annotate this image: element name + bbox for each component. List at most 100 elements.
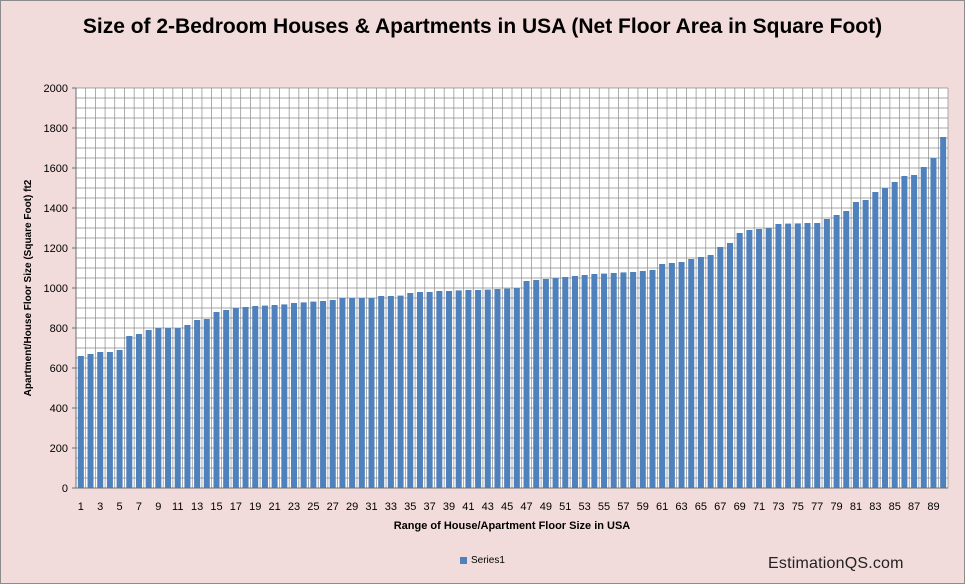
x-tick-label: 47: [520, 501, 532, 513]
bar: [135, 334, 142, 488]
x-tick-label: 85: [889, 501, 901, 513]
x-tick-label: 49: [540, 501, 552, 513]
chart-title: Size of 2-Bedroom Houses & Apartments in…: [82, 15, 883, 38]
bar: [882, 188, 889, 488]
bar: [717, 247, 724, 488]
x-tick-label: 35: [404, 501, 416, 513]
bar: [349, 298, 356, 488]
bar: [785, 223, 792, 488]
bar: [562, 277, 569, 488]
bar: [930, 158, 937, 488]
bar: [87, 354, 94, 488]
legend: Series1: [460, 555, 505, 566]
x-tick-label: 31: [365, 501, 377, 513]
bar: [533, 280, 540, 488]
y-tick-label: 1800: [44, 123, 68, 135]
bar: [155, 328, 162, 488]
bar: [475, 290, 482, 488]
bar: [668, 263, 675, 488]
bar: [213, 312, 220, 488]
bar: [378, 296, 385, 488]
bar: [426, 292, 433, 488]
bar: [184, 325, 191, 488]
bar: [300, 302, 307, 488]
x-tick-label: 43: [482, 501, 494, 513]
x-tick-label: 71: [753, 501, 765, 513]
y-tick-label: 200: [50, 443, 68, 455]
x-tick-label: 81: [850, 501, 862, 513]
bar: [911, 175, 918, 488]
bar: [310, 301, 317, 488]
bar: [261, 305, 268, 488]
x-tick-label: 33: [385, 501, 397, 513]
x-tick-label: 63: [675, 501, 687, 513]
x-tick-label: 57: [617, 501, 629, 513]
bar: [513, 288, 520, 488]
bar: [775, 224, 782, 488]
bar: [116, 350, 123, 488]
bar: [387, 296, 394, 488]
bar: [339, 298, 346, 488]
bar: [446, 291, 453, 488]
y-tick-label: 1400: [44, 203, 68, 215]
bar: [765, 228, 772, 488]
y-tick-label: 1000: [44, 283, 68, 295]
bar: [746, 230, 753, 488]
bar: [484, 289, 491, 488]
bar: [126, 336, 133, 488]
y-tick-label: 0: [62, 483, 68, 495]
bar: [145, 330, 152, 488]
x-tick-label: 89: [927, 501, 939, 513]
legend-label: Series1: [471, 555, 505, 566]
y-tick-label: 800: [50, 323, 68, 335]
watermark: EstimationQS.com: [768, 555, 904, 572]
y-tick-label: 600: [50, 363, 68, 375]
y-tick-label: 400: [50, 403, 68, 415]
legend-swatch: [460, 557, 467, 564]
bar: [814, 223, 821, 488]
bar: [552, 278, 559, 488]
x-tick-label: 55: [598, 501, 610, 513]
x-tick-label: 73: [772, 501, 784, 513]
y-tick-label: 2000: [44, 83, 68, 95]
bar: [940, 137, 947, 488]
x-tick-label: 9: [155, 501, 161, 513]
bar: [843, 211, 850, 488]
bar: [203, 319, 210, 488]
bar: [436, 291, 443, 488]
bar: [872, 192, 879, 488]
bar: [77, 356, 84, 488]
bar: [407, 293, 414, 488]
bar: [174, 328, 181, 488]
x-tick-label: 1: [78, 501, 84, 513]
bar: [697, 257, 704, 488]
x-tick-label: 13: [191, 501, 203, 513]
bar: [281, 304, 288, 488]
bar: [416, 292, 423, 488]
x-tick-label: 83: [869, 501, 881, 513]
bar: [465, 290, 472, 488]
bar: [271, 305, 278, 488]
bar: [852, 202, 859, 488]
x-tick-label: 45: [501, 501, 513, 513]
bar: [833, 215, 840, 488]
x-tick-label: 77: [811, 501, 823, 513]
y-tick-label: 1600: [44, 163, 68, 175]
x-tick-label: 29: [346, 501, 358, 513]
x-tick-label: 27: [327, 501, 339, 513]
x-tick-label: 53: [579, 501, 591, 513]
bar: [804, 223, 811, 488]
x-tick-label: 61: [656, 501, 668, 513]
x-tick-label: 69: [734, 501, 746, 513]
x-tick-label: 19: [249, 501, 261, 513]
bar: [639, 271, 646, 488]
bar: [707, 255, 714, 488]
bar: [891, 182, 898, 488]
x-tick-label: 23: [288, 501, 300, 513]
bar: [678, 262, 685, 488]
x-tick-label: 51: [559, 501, 571, 513]
bar: [358, 298, 365, 488]
bar: [601, 273, 608, 488]
bar: [194, 320, 201, 488]
bar: [290, 303, 298, 488]
